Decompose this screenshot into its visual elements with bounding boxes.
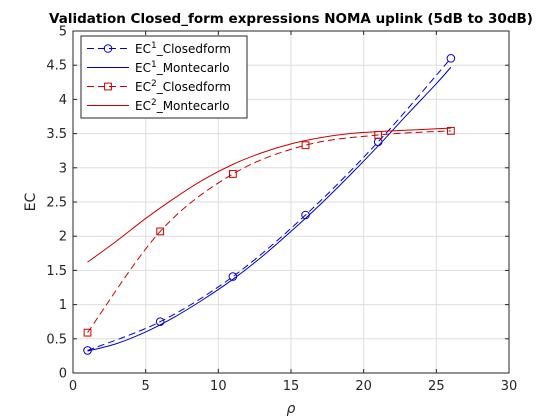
series-layer <box>83 54 456 355</box>
y-tick-label: 3.5 <box>46 127 67 142</box>
legend-label-suffix: _Closedform <box>156 42 231 56</box>
legend-label-suffix: _Closedform <box>156 80 231 94</box>
y-tick-label: 1 <box>59 298 67 313</box>
ticks: 0 5 10 15 20 25 30 0 0.5 1 1.5 2 2.5 3 3.5 4 4.5 5 <box>46 25 517 395</box>
y-tick-label: 4.5 <box>46 59 67 74</box>
y-tick-label: 2 <box>59 230 67 245</box>
x-tick-label: 5 <box>142 379 150 394</box>
legend-label-suffix: _Montecarlo <box>156 99 230 113</box>
y-axis-label: EC <box>23 192 39 211</box>
data-point <box>228 170 237 178</box>
legend-label-sup: 1 <box>151 41 157 51</box>
legend-label-base: EC <box>135 99 151 113</box>
x-axis-label: ρ <box>287 401 296 417</box>
data-point <box>301 141 310 150</box>
legend-label-sup: 1 <box>151 60 157 70</box>
y-tick-label: 3 <box>59 161 67 176</box>
legend-label-suffix: _Montecarlo <box>156 61 230 75</box>
legend-label-base: EC <box>135 80 151 94</box>
x-tick-label: 20 <box>355 379 372 394</box>
y-tick-label: 2.5 <box>46 196 67 211</box>
series-ec1-montecarlo <box>87 66 452 352</box>
x-tick-label: 25 <box>428 379 445 394</box>
y-tick-label: 0 <box>59 367 67 382</box>
series-line <box>87 66 452 352</box>
legend-marker <box>104 82 112 91</box>
chart-title: Validation Closed_form expressions NOMA … <box>49 11 533 27</box>
y-tick-label: 5 <box>59 25 67 40</box>
x-tick-label: 30 <box>501 379 518 394</box>
series-line <box>87 58 452 351</box>
series-line <box>87 127 451 263</box>
series-line <box>87 130 451 333</box>
data-point <box>156 227 165 236</box>
y-tick-label: 4 <box>59 93 67 108</box>
x-tick-label: 10 <box>210 379 227 394</box>
data-point <box>83 328 92 337</box>
legend-label: EC1_Closedform <box>135 41 231 56</box>
x-tick-label: 15 <box>283 379 300 394</box>
legend-marker <box>103 44 113 53</box>
legend-label: EC1_Montecarlo <box>135 60 230 75</box>
y-tick-label: 1.5 <box>46 264 67 279</box>
data-point <box>446 54 456 63</box>
y-tick-label: 0.5 <box>46 332 67 347</box>
legend-label-base: EC <box>135 61 151 75</box>
data-point <box>446 126 455 135</box>
legend: EC1_ClosedformEC1_MontecarloEC2_Closedfo… <box>80 35 248 119</box>
series-ec2-closedform <box>83 126 455 337</box>
series-ec2-montecarlo <box>87 127 451 263</box>
legend-box <box>80 35 248 119</box>
legend-label-sup: 2 <box>151 98 157 108</box>
data-point <box>155 317 165 327</box>
legend-label: EC2_Montecarlo <box>135 98 230 113</box>
legend-label-base: EC <box>135 42 151 56</box>
x-tick-label: 0 <box>69 379 77 394</box>
legend-label: EC2_Closedform <box>135 79 231 94</box>
legend-label-sup: 2 <box>151 79 157 89</box>
